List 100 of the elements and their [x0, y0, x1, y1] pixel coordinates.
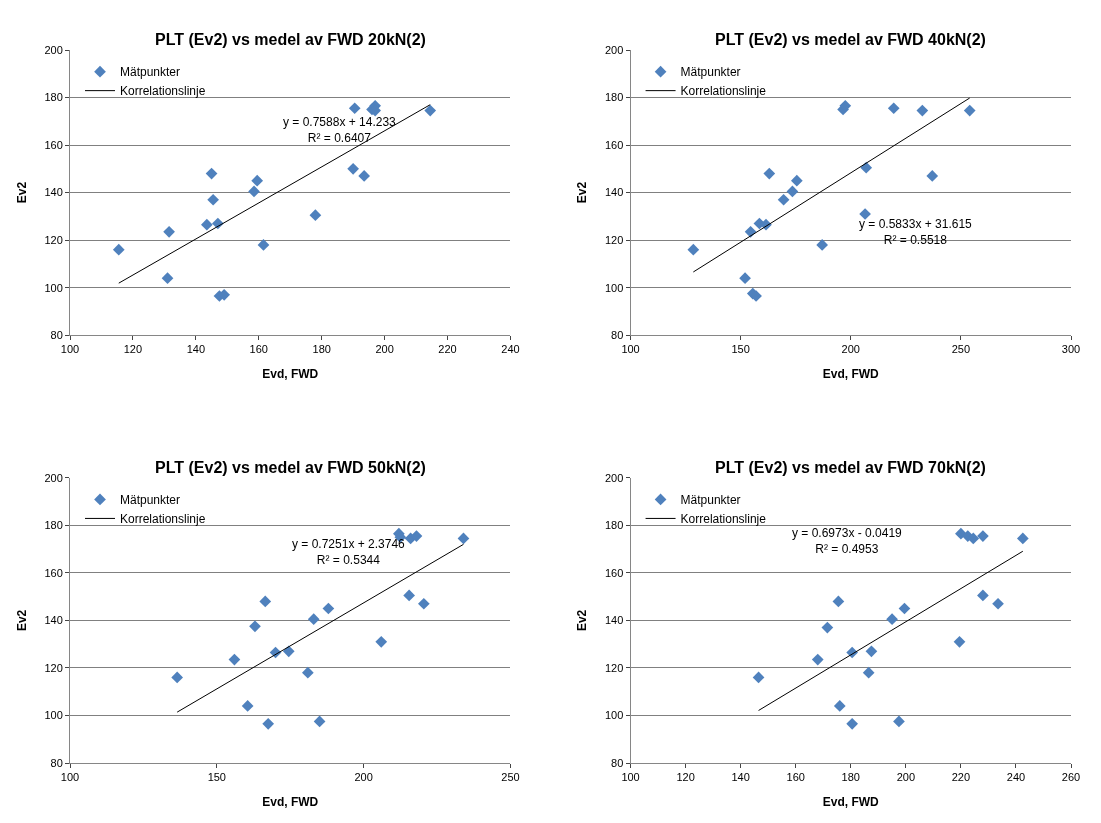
point	[862, 666, 875, 679]
point	[358, 170, 370, 182]
point	[992, 597, 1004, 610]
point	[257, 239, 270, 251]
point	[953, 635, 966, 648]
x-tick-label: 240	[501, 343, 520, 356]
point	[833, 700, 846, 712]
x-tick-label: 250	[501, 771, 520, 784]
y-tick-label: 100	[605, 281, 624, 294]
x-tick-label: 300	[1061, 343, 1081, 356]
point	[887, 102, 900, 115]
x-tick-label: 150	[207, 771, 226, 784]
point	[832, 595, 845, 608]
y-tick-label: 120	[605, 661, 624, 674]
point	[424, 104, 437, 117]
point	[763, 167, 776, 180]
legend-label: Korrelationslinje	[120, 512, 206, 527]
point	[301, 666, 314, 679]
x-tick-label: 200	[375, 343, 394, 356]
y-tick-label: 200	[44, 471, 63, 484]
point	[752, 671, 765, 684]
point	[348, 102, 361, 115]
y-axis-title: Ev2	[575, 609, 590, 632]
y-tick-label: 80	[611, 756, 624, 769]
x-tick-label: 100	[621, 343, 640, 356]
point	[207, 193, 219, 206]
point	[309, 209, 322, 222]
point	[259, 595, 272, 608]
x-axis-title: Evd, FWD	[262, 795, 319, 810]
y-tick-label: 140	[44, 186, 63, 199]
x-tick-label: 140	[186, 343, 206, 356]
x-tick-label: 160	[249, 343, 268, 356]
chart-title: PLT (Ev2) vs medel av FWD 20kN(2)	[155, 31, 426, 48]
x-axis-title: Evd, FWD	[822, 795, 880, 810]
x-tick-label: 260	[1061, 771, 1081, 784]
x-tick-label: 120	[123, 343, 143, 356]
x-tick-label: 140	[731, 771, 750, 784]
point	[687, 243, 700, 256]
x-axis-title: Evd, FWD	[262, 367, 319, 382]
point	[811, 653, 824, 666]
x-tick-label: 200	[841, 343, 860, 356]
legend-label: Mätpunkter	[680, 65, 741, 80]
point	[739, 272, 751, 285]
y-tick-label: 200	[44, 43, 63, 56]
x-tick-label: 200	[354, 771, 373, 784]
legend-label: Mätpunkter	[120, 65, 181, 80]
point	[262, 717, 275, 730]
x-tick-label: 100	[60, 771, 80, 784]
point	[457, 532, 470, 545]
point	[916, 104, 929, 117]
point	[205, 167, 218, 180]
y-tick-label: 200	[605, 471, 624, 484]
point	[865, 645, 878, 658]
y-tick-label: 200	[605, 43, 624, 56]
point	[347, 162, 359, 175]
point	[171, 671, 184, 684]
y-tick-label: 120	[605, 233, 624, 246]
y-tick-label: 120	[44, 661, 63, 674]
point	[201, 218, 213, 231]
point	[403, 589, 415, 602]
x-tick-label: 100	[621, 771, 640, 784]
legend-label: Korrelationslinje	[120, 84, 206, 99]
y-tick-label: 120	[44, 233, 63, 246]
x-tick-label: 200	[896, 771, 916, 784]
point	[161, 272, 174, 285]
legend-label: Mätpunkter	[120, 493, 181, 508]
annotation: y = 0.7588x + 14.233 R² = 0.6407	[283, 115, 397, 145]
y-tick-label: 140	[605, 614, 624, 627]
point	[251, 174, 264, 187]
point	[1016, 532, 1029, 545]
legend-label: Korrelationslinje	[680, 512, 767, 527]
y-tick-label: 180	[44, 91, 63, 104]
chart-title: PLT (Ev2) vs medel av FWD 50kN(2)	[155, 459, 426, 476]
legend-label: Mätpunkter	[680, 493, 741, 508]
point	[248, 185, 260, 198]
point	[228, 653, 241, 666]
y-tick-label: 80	[50, 756, 63, 769]
chart-title: PLT (Ev2) vs medel av FWD 40kN(2)	[715, 31, 986, 48]
x-axis-title: Evd, FWD	[822, 367, 880, 382]
y-tick-label: 180	[605, 91, 624, 104]
x-tick-label: 180	[841, 771, 860, 784]
point	[846, 717, 859, 730]
y-tick-label: 180	[44, 519, 63, 532]
point	[977, 589, 989, 602]
point	[163, 225, 175, 238]
point	[893, 715, 905, 728]
x-tick-label: 240	[1006, 771, 1026, 784]
point	[375, 635, 388, 648]
x-tick-label: 120	[676, 771, 695, 784]
y-axis-title: Ev2	[14, 609, 29, 632]
point	[821, 621, 834, 634]
y-tick-label: 160	[44, 138, 63, 151]
y-tick-label: 100	[44, 281, 63, 294]
y-tick-label: 100	[44, 709, 63, 722]
point	[777, 193, 790, 206]
annotation: y = 0.7251x + 2.3746 R² = 0.5344	[292, 537, 406, 567]
point	[249, 620, 261, 633]
point	[322, 602, 335, 615]
legend-label: Korrelationslinje	[680, 84, 767, 99]
point	[112, 243, 125, 256]
